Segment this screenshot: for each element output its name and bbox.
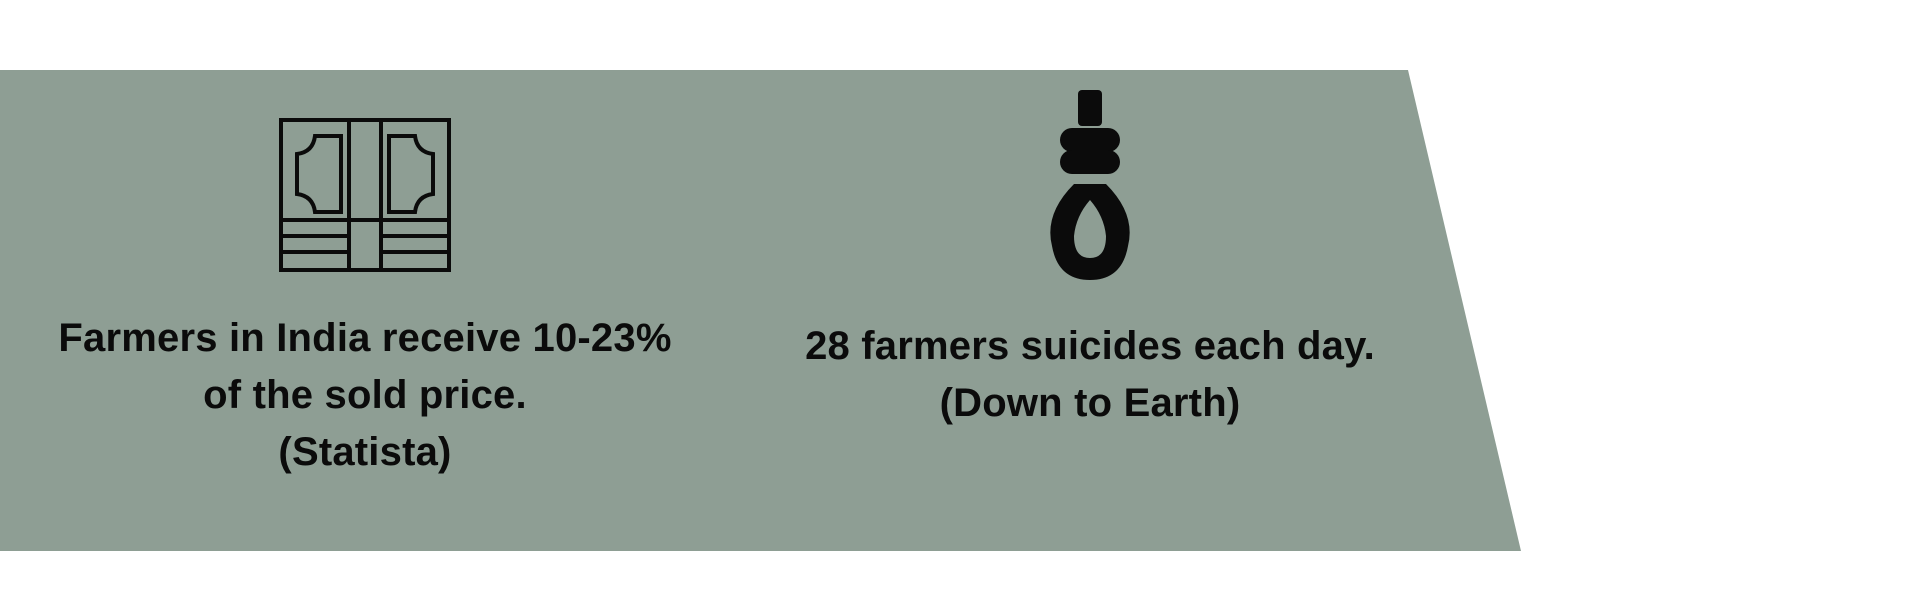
stat-item-farmer-suicides: 28 farmers suicides each day. (Down to E… <box>745 88 1435 432</box>
money-bills-icon <box>279 118 451 272</box>
noose-icon <box>1040 88 1140 284</box>
stat-line: (Statista) <box>278 430 452 474</box>
stat-line: Farmers in India receive 10-23% <box>58 316 672 360</box>
stat-line: of the sold price. <box>203 373 527 417</box>
stat-text-farmer-suicides: 28 farmers suicides each day. (Down to E… <box>805 318 1375 432</box>
stat-item-farmer-income: Farmers in India receive 10-23% of the s… <box>0 118 730 481</box>
stat-line: 28 farmers suicides each day. <box>805 324 1375 368</box>
stat-text-farmer-income: Farmers in India receive 10-23% of the s… <box>58 310 671 481</box>
stat-line: (Down to Earth) <box>939 381 1241 425</box>
